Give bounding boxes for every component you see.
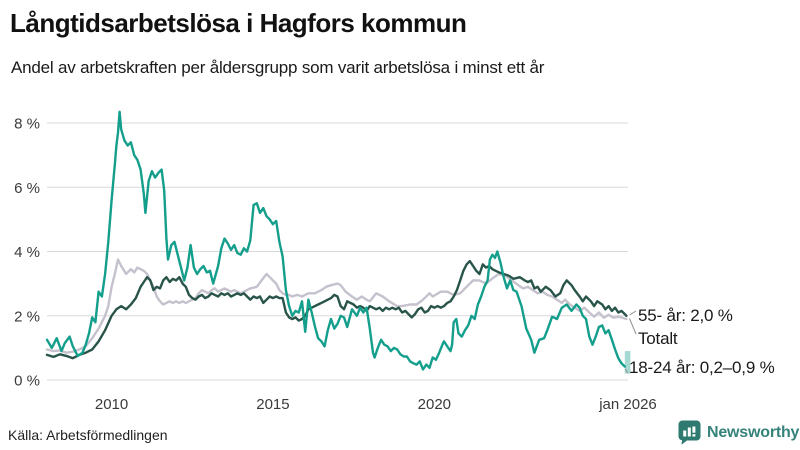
- x-tick-label: 2015: [256, 396, 289, 413]
- y-tick-label: 4 %: [14, 244, 40, 261]
- annotation-18-24: 18-24 år: 0,2–0,9 %: [629, 358, 775, 377]
- annotation-leader-line: [629, 310, 637, 316]
- annotation-55plus: 55- år: 2,0 %: [638, 306, 733, 325]
- newsworthy-icon: [678, 420, 701, 445]
- annotation-leader-line: [629, 318, 637, 335]
- source-note: Källa: Arbetsförmedlingen: [8, 427, 168, 443]
- newsworthy-logo: Newsworthy: [678, 420, 799, 445]
- page-subtitle: Andel av arbetskraften per åldersgrupp s…: [11, 58, 545, 77]
- y-tick-label: 6 %: [14, 180, 40, 197]
- annotation-totalt: Totalt: [638, 329, 678, 348]
- annotation-leader-line: [624, 368, 629, 374]
- series-line-youth: [45, 110, 626, 371]
- y-tick-label: 8 %: [14, 116, 40, 133]
- series-line-55plus: [45, 259, 628, 360]
- x-tick-label: 2020: [418, 396, 451, 413]
- y-tick-label: 2 %: [14, 308, 40, 325]
- page-title: Långtidsarbetslösa i Hagfors kommun: [10, 8, 467, 38]
- x-tick-label: jan 2026: [598, 396, 657, 413]
- newsworthy-wordmark: Newsworthy: [707, 423, 800, 441]
- forecast-range-band: [624, 351, 631, 374]
- x-tick-label: 2010: [95, 396, 128, 413]
- y-tick-label: 0 %: [14, 373, 40, 390]
